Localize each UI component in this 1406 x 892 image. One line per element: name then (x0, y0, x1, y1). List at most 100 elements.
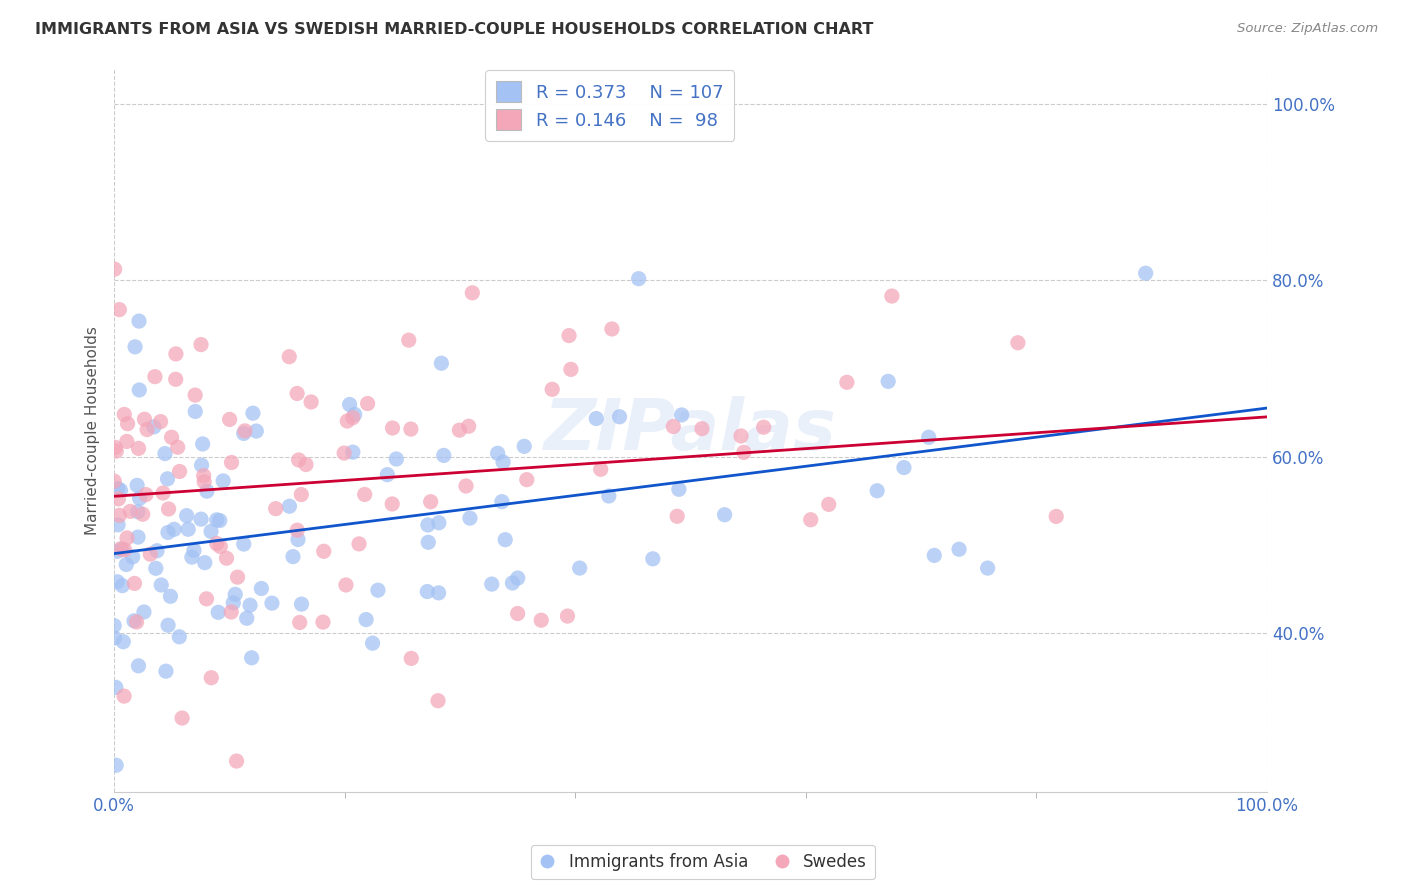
Point (157, 502, 180, 516)
Text: ZIPalas: ZIPalas (544, 396, 837, 465)
Point (339, 397, 361, 411)
Point (232, 537, 254, 551)
Point (136, 423, 159, 437)
Point (219, 605, 242, 619)
Point (132, 507, 155, 521)
Point (457, 419, 479, 434)
Point (104, 262, 127, 277)
Point (117, 417, 139, 431)
Point (671, 408, 693, 422)
Point (260, 596, 283, 610)
Point (713, 508, 735, 522)
Point (486, 446, 509, 460)
Point (506, 607, 529, 621)
Point (427, 694, 450, 708)
Point (200, 524, 222, 539)
Point (922, 549, 945, 563)
Point (336, 414, 359, 428)
Point (250, 582, 273, 596)
Point (240, 650, 263, 665)
Point (122, 614, 145, 628)
Point (107, 517, 129, 532)
Point (166, 440, 188, 454)
Point (128, 491, 150, 506)
Point (416, 584, 439, 599)
Point (108, 302, 131, 317)
Point (221, 455, 243, 469)
Point (278, 350, 301, 364)
Point (208, 514, 231, 528)
Point (112, 689, 135, 703)
Point (107, 482, 129, 496)
Point (976, 561, 998, 575)
Point (1045, 509, 1067, 524)
Point (195, 591, 218, 606)
Point (347, 537, 370, 551)
Point (132, 605, 155, 619)
Point (156, 525, 179, 540)
Point (108, 508, 131, 523)
Point (295, 458, 318, 472)
Point (193, 475, 215, 489)
Point (662, 419, 685, 434)
Point (156, 472, 179, 486)
Point (481, 577, 503, 591)
Point (200, 671, 222, 685)
Point (226, 570, 249, 584)
Point (194, 556, 217, 570)
Y-axis label: Married-couple Households: Married-couple Households (86, 326, 100, 534)
Point (195, 484, 218, 499)
Legend: R = 0.373    N = 107, R = 0.146    N =  98: R = 0.373 N = 107, R = 0.146 N = 98 (485, 70, 734, 141)
Point (169, 630, 191, 644)
Point (281, 549, 304, 564)
Point (598, 489, 620, 503)
Point (222, 596, 245, 610)
Point (107, 491, 129, 506)
Point (155, 664, 177, 678)
Text: Source: ZipAtlas.com: Source: ZipAtlas.com (1237, 22, 1378, 36)
Point (375, 467, 398, 482)
Point (239, 598, 262, 612)
Point (177, 522, 200, 536)
Point (492, 455, 515, 469)
Point (494, 533, 516, 547)
Point (342, 445, 364, 459)
Point (169, 465, 191, 479)
Point (506, 571, 529, 585)
Point (232, 426, 254, 441)
Text: IMMIGRANTS FROM ASIA VS SWEDISH MARRIED-COUPLE HOUSEHOLDS CORRELATION CHART: IMMIGRANTS FROM ASIA VS SWEDISH MARRIED-… (35, 22, 873, 37)
Point (430, 356, 453, 370)
Point (893, 460, 915, 475)
Point (299, 395, 322, 409)
Point (105, 544, 128, 558)
Point (245, 424, 267, 438)
Point (491, 494, 513, 508)
Point (335, 578, 357, 592)
Point (205, 513, 228, 527)
Point (287, 533, 309, 547)
Point (128, 442, 150, 456)
Point (287, 453, 309, 467)
Point (191, 437, 214, 451)
Point (165, 372, 187, 386)
Point (225, 754, 247, 768)
Point (190, 512, 212, 526)
Point (288, 615, 311, 630)
Point (212, 474, 235, 488)
Point (128, 314, 150, 328)
Point (449, 423, 471, 437)
Point (145, 561, 167, 575)
Point (143, 369, 166, 384)
Point (627, 271, 650, 285)
Point (184, 388, 207, 402)
Point (209, 540, 232, 554)
Point (150, 578, 173, 592)
Point (427, 586, 450, 600)
Point (454, 479, 477, 493)
Point (666, 509, 689, 524)
Point (641, 551, 664, 566)
Point (115, 558, 138, 572)
Point (149, 415, 172, 429)
Point (242, 406, 264, 420)
Point (128, 383, 150, 397)
